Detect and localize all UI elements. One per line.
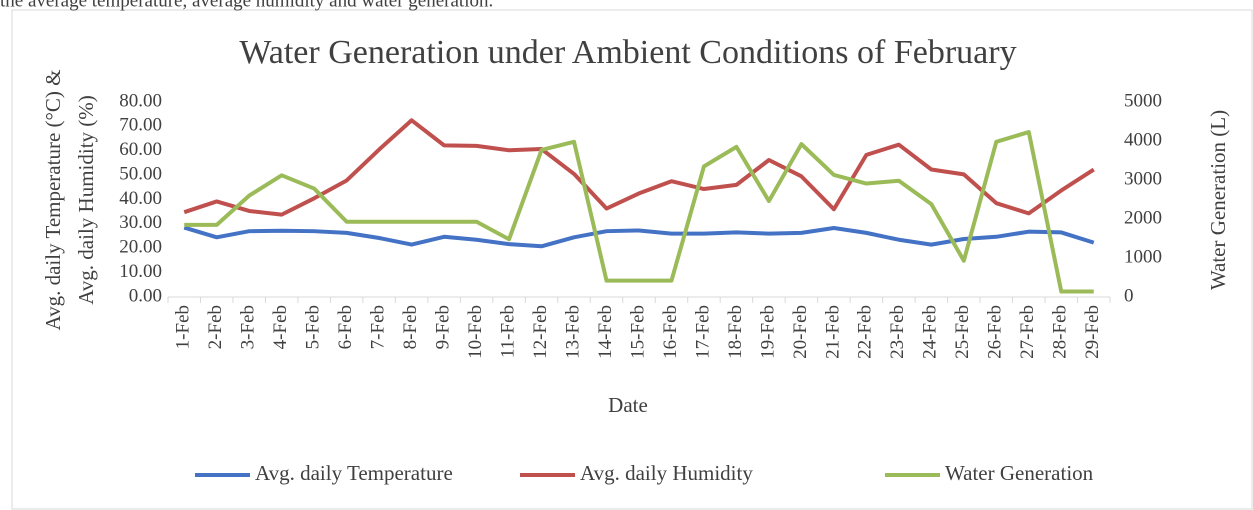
x-tick-label: 4-Feb	[270, 305, 291, 349]
y-tick-label: 50.00	[119, 163, 162, 184]
x-tick-label: 5-Feb	[303, 305, 324, 349]
legend-label: Water Generation	[945, 461, 1094, 485]
legend-label: Avg. daily Temperature	[255, 461, 453, 485]
x-tick-label: 29-Feb	[1082, 305, 1103, 359]
y-axis-label: Avg. daily Humidity (%)	[74, 95, 98, 305]
x-tick-label: 10-Feb	[465, 305, 486, 359]
x-tick-label: 19-Feb	[757, 305, 778, 359]
y2-tick-label: 4000	[1124, 129, 1162, 150]
y2-tick-label: 2000	[1124, 207, 1162, 228]
chart-title: Water Generation under Ambient Condition…	[239, 34, 1016, 71]
x-tick-label: 11-Feb	[497, 305, 518, 358]
y2-tick-label: 3000	[1124, 168, 1162, 189]
x-tick-label: 13-Feb	[562, 305, 583, 359]
y2-tick-label: 5000	[1124, 90, 1162, 111]
y-axis-label: Avg. daily Temperature (°C) &	[41, 70, 65, 331]
x-tick-label: 17-Feb	[692, 305, 713, 359]
y2-tick-label: 0	[1124, 285, 1134, 306]
line-series	[183, 225, 1095, 249]
y2-tick-label: 1000	[1124, 246, 1162, 267]
x-tick-label: 25-Feb	[952, 305, 973, 359]
y2-axis-label: Water Generation (L)	[1206, 110, 1230, 290]
x-tick-label: 21-Feb	[822, 305, 843, 359]
line-series	[183, 118, 1095, 217]
y-tick-label: 40.00	[119, 188, 162, 209]
x-tick-label: 18-Feb	[725, 305, 746, 359]
y-tick-label: 70.00	[119, 115, 162, 136]
x-tick-label: 27-Feb	[1017, 305, 1038, 359]
x-tick-label: 2-Feb	[205, 305, 226, 349]
x-tick-label: 24-Feb	[920, 305, 941, 359]
y-tick-label: 30.00	[119, 212, 162, 233]
x-tick-label: 14-Feb	[595, 305, 616, 359]
x-tick-label: 9-Feb	[432, 305, 453, 349]
x-tick-label: 23-Feb	[887, 305, 908, 359]
x-tick-label: 26-Feb	[985, 305, 1006, 359]
y-tick-label: 80.00	[119, 90, 162, 111]
chart-frame	[11, 9, 1253, 510]
legend-label: Avg. daily Humidity	[580, 461, 753, 485]
caption: the average temperature, average humidit…	[0, 0, 493, 11]
x-tick-label: 6-Feb	[335, 305, 356, 349]
x-tick-label: 22-Feb	[855, 305, 876, 359]
x-tick-label: 15-Feb	[627, 305, 648, 359]
x-tick-label: 3-Feb	[238, 305, 259, 349]
x-tick-label: 1-Feb	[173, 305, 194, 349]
x-tick-label: 16-Feb	[660, 305, 681, 359]
x-tick-label: 12-Feb	[530, 305, 551, 359]
y-tick-label: 0.00	[129, 285, 162, 306]
x-tick-label: 28-Feb	[1050, 305, 1071, 359]
x-tick-label: 20-Feb	[790, 305, 811, 359]
x-axis-label: Date	[608, 393, 648, 417]
y-tick-label: 60.00	[119, 139, 162, 160]
y-tick-label: 20.00	[119, 237, 162, 258]
x-tick-label: 8-Feb	[400, 305, 421, 349]
line-series	[184, 130, 1094, 294]
x-tick-label: 7-Feb	[367, 305, 388, 349]
y-tick-label: 10.00	[119, 261, 162, 282]
